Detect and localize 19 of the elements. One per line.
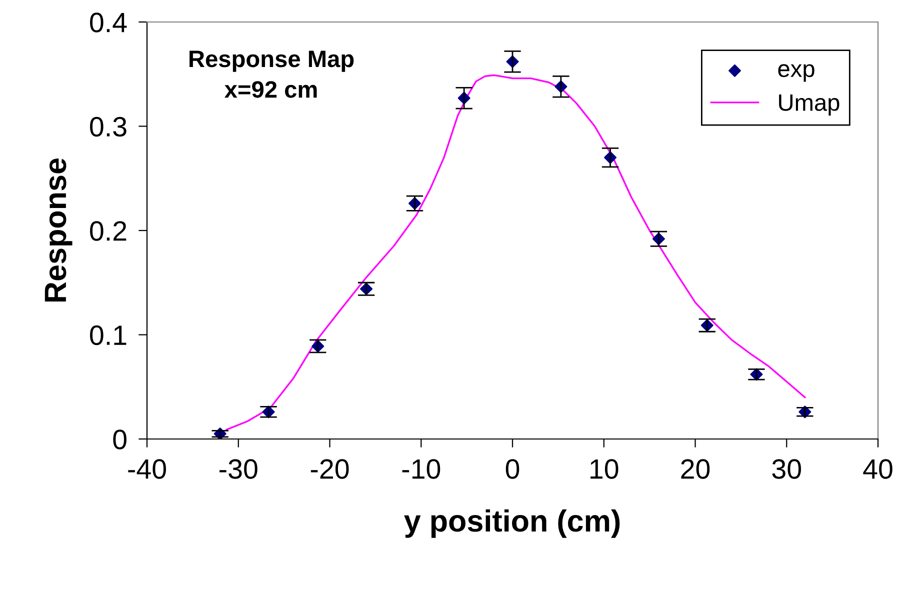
y-axis-title: Response <box>44 158 72 302</box>
x-tick-label: 20 <box>681 459 710 479</box>
x-tick-label: 40 <box>863 459 892 479</box>
y-tick-label: 0.2 <box>90 221 126 241</box>
legend-label: Umap <box>779 94 840 116</box>
x-tick-label: 30 <box>772 459 801 479</box>
x-tick-label: 10 <box>590 459 618 479</box>
y-tick-label: 0.4 <box>90 12 127 32</box>
y-tick-label: 0.3 <box>90 116 126 137</box>
x-tick-label: -30 <box>220 459 258 479</box>
x-tick-label: -40 <box>128 459 166 479</box>
y-tick-label: 0.1 <box>90 325 126 346</box>
x-axis-title: y position (cm) <box>404 509 620 538</box>
x-tick-label: -20 <box>310 459 349 479</box>
legend-label: exp <box>778 64 814 82</box>
y-tick-label: 0 <box>113 430 126 450</box>
x-tick-label: -10 <box>402 459 440 479</box>
x-tick-label: 0 <box>506 459 520 479</box>
annotation: Response Map x=92 cm <box>190 50 354 98</box>
